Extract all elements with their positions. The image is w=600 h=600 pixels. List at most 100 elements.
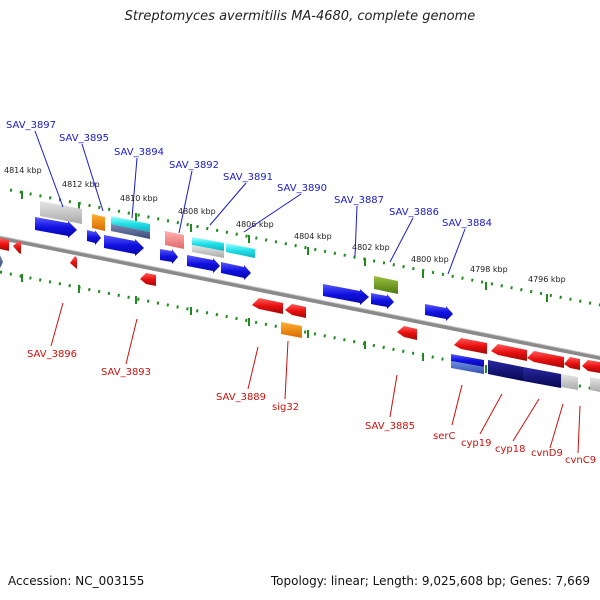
gene-label-bottom[interactable]: serC (433, 431, 455, 442)
leader-line (131, 157, 138, 219)
leader-line (512, 398, 540, 442)
gene-feature[interactable] (165, 231, 184, 249)
gene-arrow-reverse[interactable] (397, 326, 417, 340)
gene-label-top[interactable]: SAV_3891 (223, 172, 273, 183)
accession-text: Accession: NC_003155 (8, 574, 145, 588)
gene-arrow-reverse[interactable] (140, 273, 156, 286)
gene-arrow-forward[interactable] (425, 304, 453, 321)
gene-feature[interactable] (561, 374, 578, 390)
leader-line (354, 205, 358, 257)
leader-line (389, 217, 414, 263)
gene-arrow-forward[interactable] (104, 235, 144, 256)
leader-line (284, 340, 289, 400)
gene-feature[interactable] (111, 216, 150, 232)
leader-line (125, 318, 138, 365)
gene-label-top[interactable]: SAV_3886 (389, 207, 439, 218)
gene-label-bottom[interactable]: cyp19 (461, 438, 492, 449)
gene-label-bottom[interactable]: cyp18 (495, 444, 526, 455)
gene-feature[interactable] (451, 354, 484, 367)
gene-feature[interactable] (523, 367, 561, 388)
gene-arrow-reverse[interactable] (454, 338, 487, 354)
outer-tick-track (9, 188, 600, 307)
gene-label-top[interactable]: SAV_3894 (114, 147, 164, 158)
genome-backbone (0, 235, 600, 361)
bottom-gene-labels: SAV_3896 SAV_3893 SAV_3889 sig32 SAV_388… (27, 349, 596, 466)
gene-arrow-forward[interactable] (323, 284, 369, 305)
gene-label-bottom[interactable]: cvnC9 (565, 455, 596, 466)
gene-arrow-forward[interactable] (221, 262, 251, 280)
gene-arrow-reverse[interactable] (527, 351, 564, 368)
gene-arrow-reverse[interactable] (491, 344, 527, 361)
gene-arrow-forward[interactable] (35, 217, 77, 238)
gene-label-bottom[interactable]: SAV_3889 (216, 392, 266, 403)
gene-label-top[interactable]: SAV_3897 (6, 120, 56, 131)
gene-label-bottom[interactable]: SAV_3893 (101, 367, 151, 378)
leader-line (247, 346, 259, 390)
gene-label-top[interactable]: SAV_3890 (277, 183, 327, 194)
scale-label: 4798 kbp (470, 265, 508, 274)
gene-arrow-forward[interactable] (160, 249, 178, 264)
leader-line (243, 193, 302, 233)
gene-arrow-forward[interactable] (187, 255, 220, 273)
major-ticks (21, 191, 548, 302)
gene-label-bottom[interactable]: sig32 (272, 402, 299, 413)
gene-feature[interactable] (374, 276, 398, 294)
gene-arrow-forward[interactable] (87, 230, 101, 245)
gene-arrow-reverse[interactable] (582, 360, 600, 373)
inner-tick-track (0, 270, 600, 392)
gene-label-top[interactable]: SAV_3892 (169, 160, 219, 171)
leader-line (81, 143, 104, 212)
gene-label-top[interactable]: SAV_3884 (442, 218, 492, 229)
gene-arrow-forward[interactable] (0, 253, 3, 268)
gene-feature[interactable] (192, 245, 224, 258)
tick-tracks (0, 188, 600, 392)
gene-feature[interactable] (281, 322, 302, 338)
gene-feature[interactable] (451, 361, 484, 374)
gene-feature[interactable] (590, 377, 600, 392)
leader-line (479, 393, 503, 435)
map-title: Streptomyces avermitilis MA-4680, comple… (124, 9, 476, 24)
gene-feature[interactable] (192, 237, 224, 251)
reverse-strand-genes (0, 238, 600, 373)
gene-feature[interactable] (92, 214, 105, 231)
gene-arrow-reverse[interactable] (285, 304, 306, 318)
scale-label: 4800 kbp (411, 255, 449, 264)
gene-arrow-reverse[interactable] (0, 238, 9, 251)
genome-backbone-highlight (0, 235, 600, 357)
gene-feature[interactable] (226, 243, 255, 258)
gene-feature[interactable] (488, 360, 523, 381)
leader-line (209, 182, 247, 226)
top-leader-lines (34, 130, 466, 275)
leader-line (178, 170, 193, 234)
gene-arrow-reverse[interactable] (564, 357, 580, 370)
scale-label: 4808 kbp (178, 207, 216, 216)
gene-arrow-forward[interactable] (371, 293, 394, 309)
gene-arrow-reverse[interactable] (13, 241, 21, 254)
gene-arrow-reverse[interactable] (252, 298, 283, 314)
scale-label: 4796 kbp (528, 275, 566, 284)
leader-line (549, 403, 564, 449)
gene-feature[interactable] (40, 201, 82, 224)
forward-strand-genes (0, 201, 600, 392)
gene-label-bottom[interactable]: cvnD9 (531, 448, 563, 459)
leader-line (447, 228, 466, 275)
gene-label-bottom[interactable]: SAV_3885 (365, 421, 415, 432)
gene-label-top[interactable]: SAV_3887 (334, 195, 384, 206)
gene-feature[interactable] (111, 224, 150, 239)
scale-label: 4812 kbp (62, 180, 100, 189)
scale-label: 4814 kbp (4, 166, 42, 175)
leader-line (34, 130, 64, 208)
scale-label: 4804 kbp (294, 232, 332, 241)
leader-line (389, 374, 398, 418)
leader-line (451, 384, 463, 426)
scale-label: 4810 kbp (120, 194, 158, 203)
leader-line (50, 302, 64, 347)
scale-label: 4802 kbp (352, 243, 390, 252)
gene-arrow-reverse[interactable] (70, 256, 77, 269)
genome-summary-text: Topology: linear; Length: 9,025,608 bp; … (270, 574, 590, 588)
gene-label-bottom[interactable]: SAV_3896 (27, 349, 77, 360)
leader-line (577, 405, 581, 454)
gene-label-top[interactable]: SAV_3895 (59, 133, 109, 144)
bottom-leader-lines (50, 302, 581, 454)
